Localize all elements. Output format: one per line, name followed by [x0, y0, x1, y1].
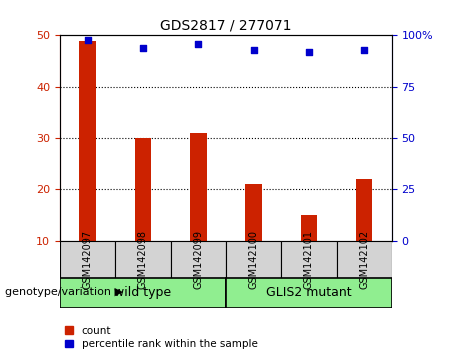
Bar [226, 278, 392, 308]
Text: GLIS2 mutant: GLIS2 mutant [266, 286, 352, 299]
Text: GSM142101: GSM142101 [304, 230, 314, 289]
Text: GSM142102: GSM142102 [359, 230, 369, 289]
Bar [356, 179, 372, 241]
Bar [281, 241, 337, 278]
Point [361, 47, 368, 53]
Bar [226, 241, 281, 278]
Bar [79, 41, 96, 241]
Bar [135, 138, 151, 241]
Point [84, 37, 91, 42]
Bar [337, 241, 392, 278]
Text: wild type: wild type [114, 286, 171, 299]
Point [195, 41, 202, 46]
Text: GSM142099: GSM142099 [193, 230, 203, 289]
Bar [115, 241, 171, 278]
Text: GSM142097: GSM142097 [83, 230, 93, 289]
Bar [60, 241, 115, 278]
Bar [190, 133, 207, 241]
Text: genotype/variation ▶: genotype/variation ▶ [5, 287, 123, 297]
Bar [301, 215, 317, 241]
Point [305, 49, 313, 55]
Point [250, 47, 257, 53]
Text: GSM142098: GSM142098 [138, 230, 148, 289]
Bar [60, 278, 226, 308]
Text: GSM142100: GSM142100 [248, 230, 259, 289]
Point [139, 45, 147, 51]
Title: GDS2817 / 277071: GDS2817 / 277071 [160, 19, 292, 33]
Bar [245, 184, 262, 241]
Legend: count, percentile rank within the sample: count, percentile rank within the sample [65, 326, 258, 349]
Bar [171, 241, 226, 278]
